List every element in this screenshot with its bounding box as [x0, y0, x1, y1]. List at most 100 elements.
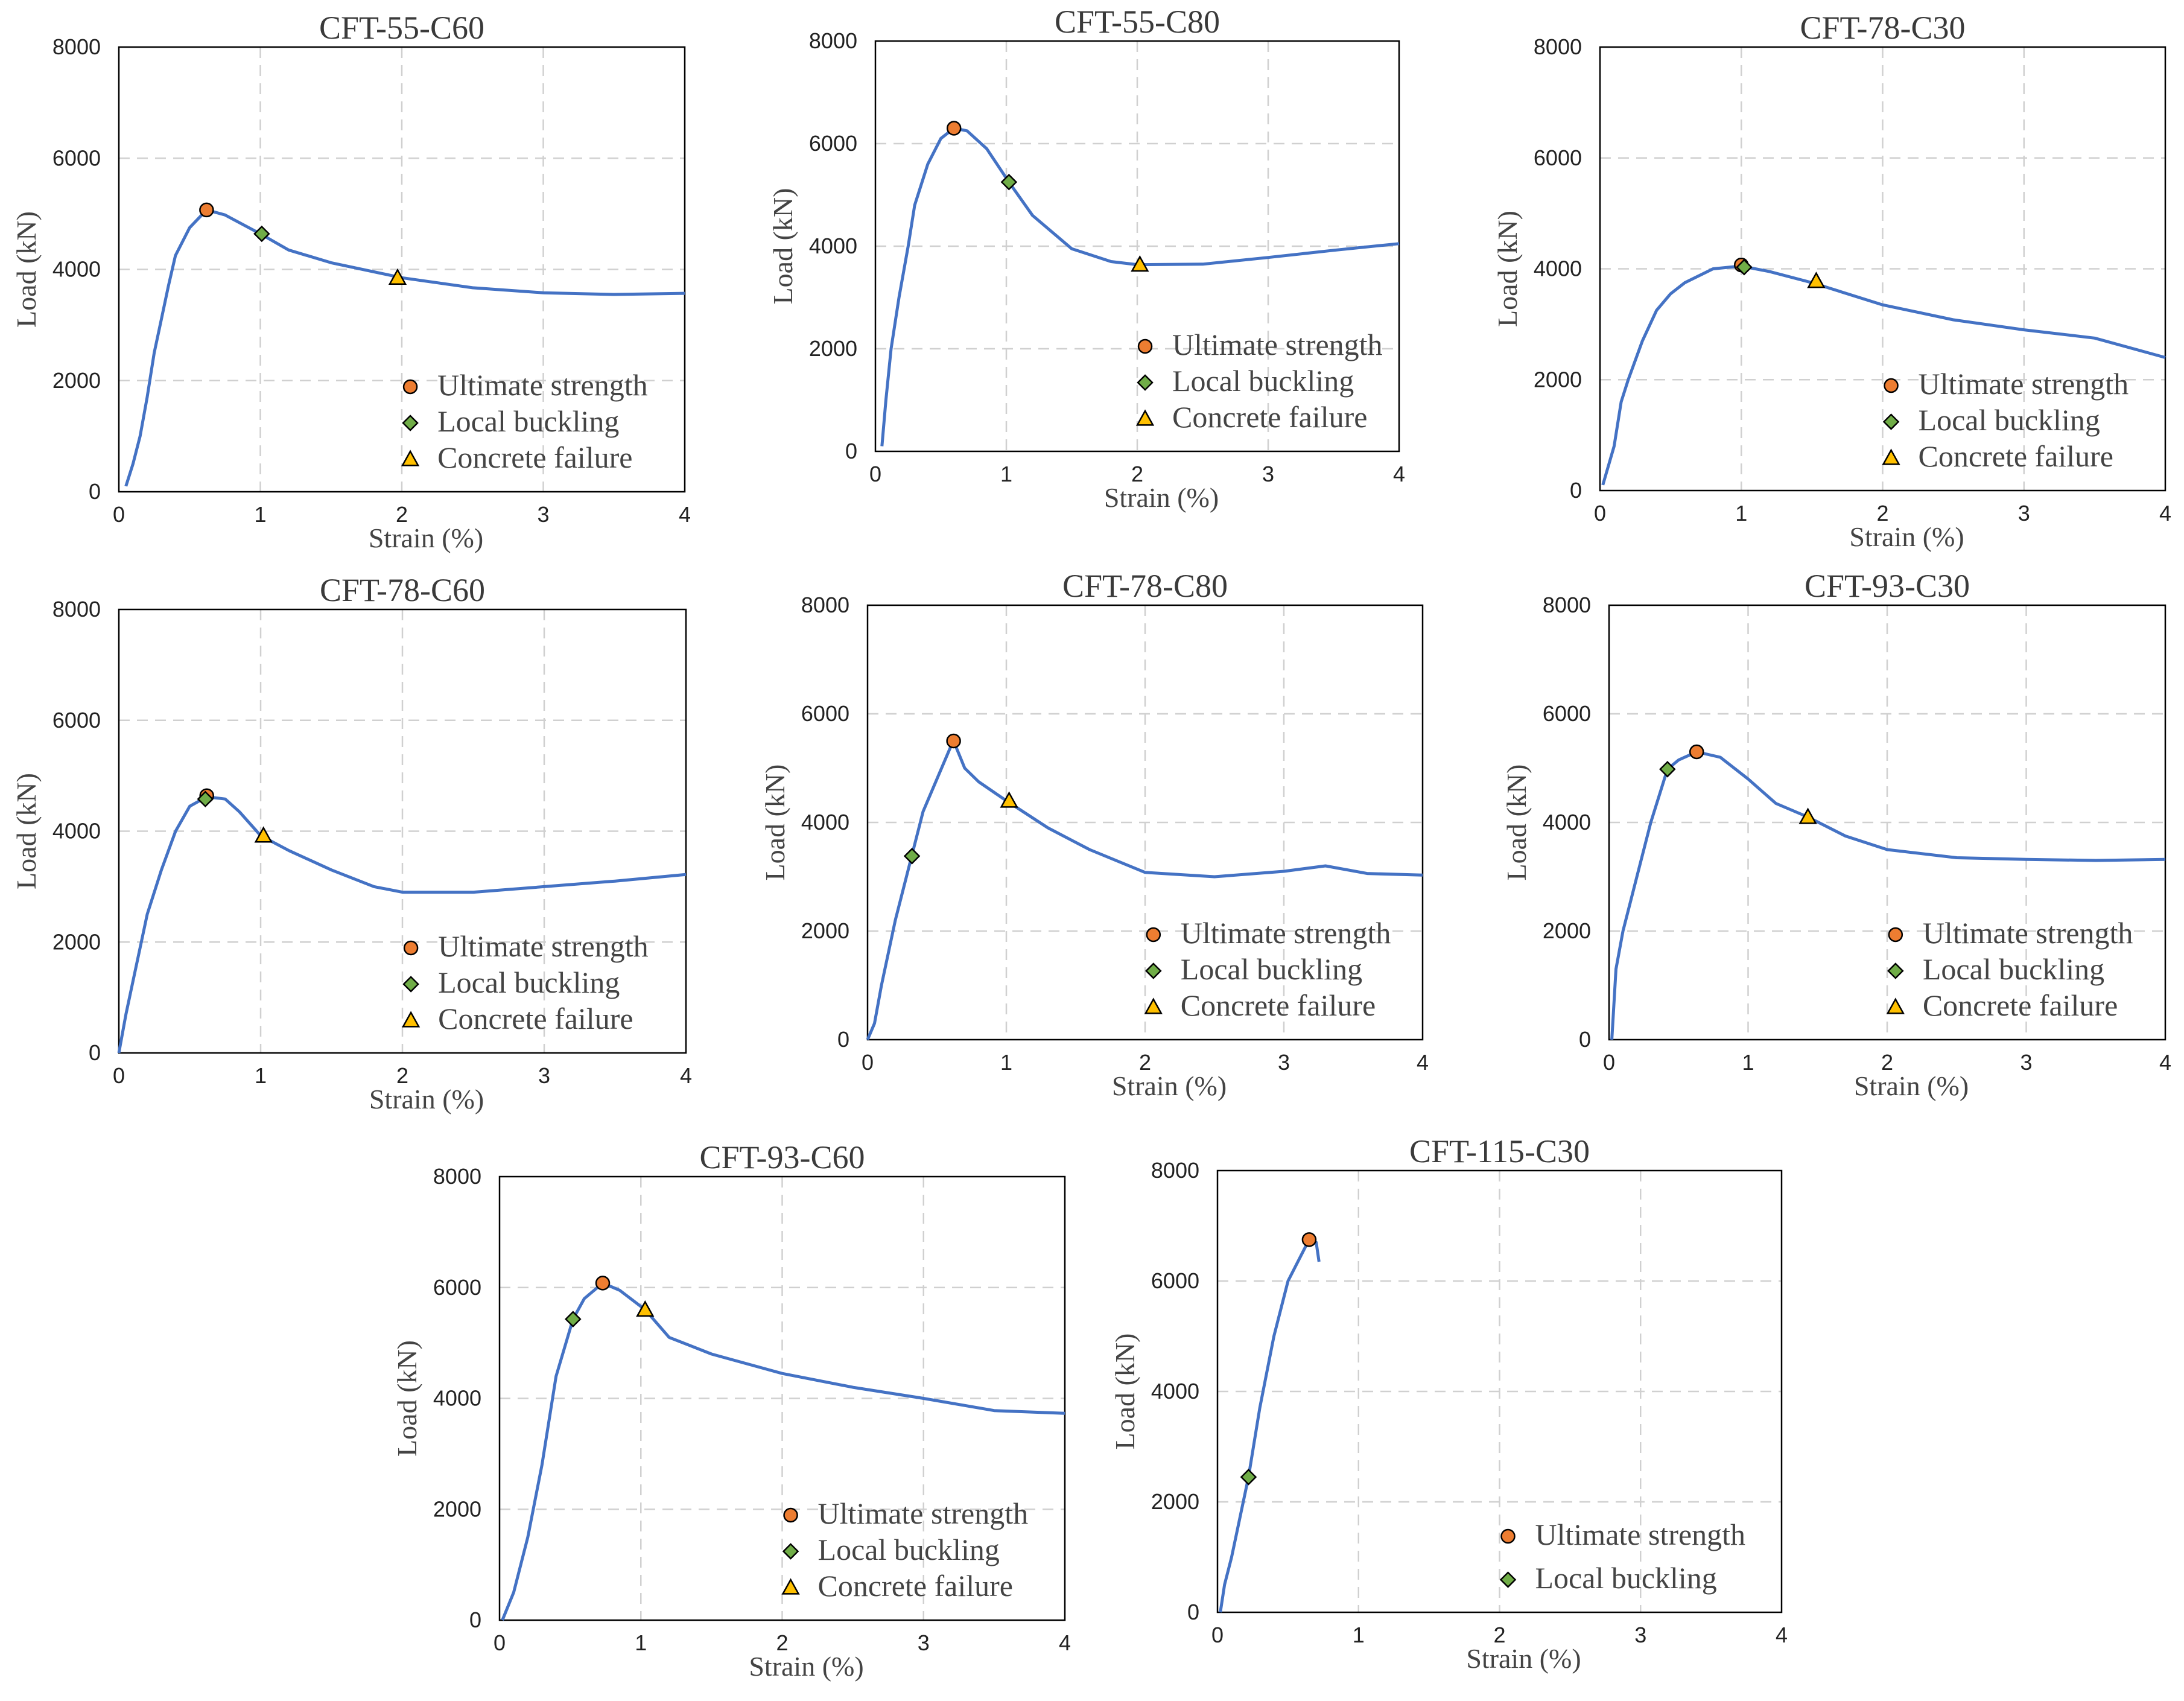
failure-marker [388, 268, 407, 285]
x-tick-label: 3 [1262, 462, 1274, 486]
failure-marker [1131, 255, 1149, 272]
y-tick-label: 6000 [433, 1275, 481, 1300]
legend-failure-label: Concrete failure [818, 1569, 1013, 1603]
y-tick-label: 0 [89, 479, 101, 504]
x-axis-label: Strain (%) [1854, 1070, 1969, 1101]
plot-frame [1599, 46, 2167, 492]
chart-panel-5: CFT-78-C80 0 1 2 3 4 0 2000 4000 6000 8000 Strain (… [760, 568, 1429, 1101]
y-tick-label: 6000 [809, 131, 857, 156]
failure-marker [1807, 272, 1826, 288]
y-tick-label: 0 [89, 1040, 101, 1065]
y-tick-label: 2000 [52, 929, 101, 954]
x-tick-label: 4 [1417, 1050, 1429, 1075]
legend-ultimate-label: Ultimate strength [1172, 328, 1383, 361]
legend-buckling-marker [782, 1543, 799, 1560]
legend-ultimate-label: Ultimate strength [437, 368, 648, 402]
legend-buckling-label: Local buckling [1181, 952, 1362, 986]
x-tick-label: 4 [1059, 1630, 1071, 1655]
legend-buckling-marker [1882, 413, 1900, 430]
x-axis-label: Strain (%) [1466, 1643, 1581, 1674]
x-tick-label: 3 [1278, 1050, 1290, 1075]
chart-panel-2: CFT-55-C80 0 1 2 3 4 0 2000 4000 6000 8000 Strain (… [767, 4, 1405, 513]
y-axis-label: Load (kN) [392, 1340, 422, 1457]
y-tick-label: 2000 [1543, 918, 1591, 943]
chart-title: CFT-55-C80 [1055, 4, 1220, 40]
y-tick-label: 4000 [52, 819, 101, 844]
y-tick-label: 8000 [801, 593, 849, 617]
x-axis-label: Strain (%) [1112, 1070, 1227, 1101]
legend-ultimate-marker [403, 940, 419, 956]
y-tick-label: 4000 [809, 234, 857, 258]
failure-marker [636, 1300, 655, 1317]
y-tick-label: 8000 [433, 1164, 481, 1189]
y-tick-label: 0 [845, 439, 857, 463]
chart-title: CFT-93-C60 [699, 1139, 865, 1175]
x-tick-label: 4 [2159, 501, 2171, 526]
legend-ultimate-label: Ultimate strength [1919, 367, 2129, 401]
legend-ultimate-label: Ultimate strength [818, 1496, 1029, 1530]
x-tick-label: 2 [1493, 1623, 1505, 1647]
buckling-marker [903, 848, 921, 865]
x-tick-label: 0 [113, 502, 125, 527]
legend-failure-marker [401, 450, 420, 466]
y-tick-label: 8000 [52, 597, 101, 622]
legend-buckling-label: Local buckling [818, 1533, 1000, 1566]
load-strain-curve [1219, 1238, 1321, 1613]
plot-frame [118, 46, 686, 493]
buckling-marker [1240, 1469, 1257, 1486]
x-tick-label: 0 [862, 1050, 874, 1075]
x-tick-label: 4 [1776, 1623, 1788, 1647]
y-tick-label: 2000 [52, 368, 101, 393]
legend-failure-label: Concrete failure [438, 1002, 633, 1035]
x-tick-label: 1 [254, 502, 266, 527]
y-axis-label: Load (kN) [760, 765, 790, 881]
legend-failure-label: Concrete failure [1923, 988, 2118, 1022]
x-tick-label: 2 [1139, 1050, 1151, 1075]
legend-buckling-marker [1137, 374, 1154, 391]
y-tick-label: 0 [469, 1607, 481, 1632]
load-strain-curve [880, 127, 1400, 447]
legend-ultimate-marker [1500, 1528, 1516, 1544]
legend-buckling-marker [1887, 962, 1904, 979]
y-tick-label: 6000 [1151, 1268, 1199, 1293]
x-axis-label: Strain (%) [1104, 482, 1219, 513]
legend-buckling-label: Local buckling [437, 404, 619, 438]
legend-failure-label: Concrete failure [1919, 439, 2113, 473]
legend-ultimate-label: Ultimate strength [438, 929, 649, 963]
y-tick-label: 8000 [809, 28, 857, 53]
x-tick-label: 4 [2159, 1050, 2171, 1075]
chart-title: CFT-93-C30 [1805, 568, 1970, 604]
legend-buckling-marker [1145, 962, 1162, 979]
chart-title: CFT-78-C60 [320, 572, 485, 608]
x-tick-label: 1 [1000, 462, 1012, 486]
x-tick-label: 2 [1876, 501, 1888, 526]
x-tick-label: 0 [494, 1630, 506, 1655]
legend-failure-marker [1882, 448, 1900, 465]
chart-panel-4: CFT-78-C60 0 1 2 3 4 0 2000 4000 6000 8000 Strain (… [11, 572, 692, 1114]
buckling-marker [253, 225, 270, 243]
ultimate-marker [1301, 1232, 1317, 1247]
ultimate-marker [199, 202, 214, 218]
legend-failure-label: Concrete failure [1181, 988, 1376, 1022]
failure-marker [1000, 791, 1018, 808]
y-tick-label: 8000 [1543, 593, 1591, 617]
legend-failure-marker [1144, 997, 1163, 1014]
x-axis-label: Strain (%) [369, 1084, 484, 1114]
x-tick-label: 4 [679, 502, 691, 527]
x-tick-label: 3 [1634, 1623, 1646, 1647]
legend-failure-label: Concrete failure [1172, 400, 1367, 434]
chart-panel-1: CFT-55-C60 0 1 2 3 4 0 2000 4000 6000 8000 Strain (… [11, 10, 691, 553]
chart-title: CFT-115-C30 [1409, 1133, 1590, 1169]
legend-buckling-label: Local buckling [1535, 1561, 1717, 1595]
ultimate-marker [1689, 744, 1704, 760]
y-tick-label: 6000 [1543, 701, 1591, 726]
x-tick-label: 3 [537, 502, 549, 527]
legend-buckling-label: Local buckling [1923, 952, 2104, 986]
y-tick-label: 6000 [52, 708, 101, 733]
